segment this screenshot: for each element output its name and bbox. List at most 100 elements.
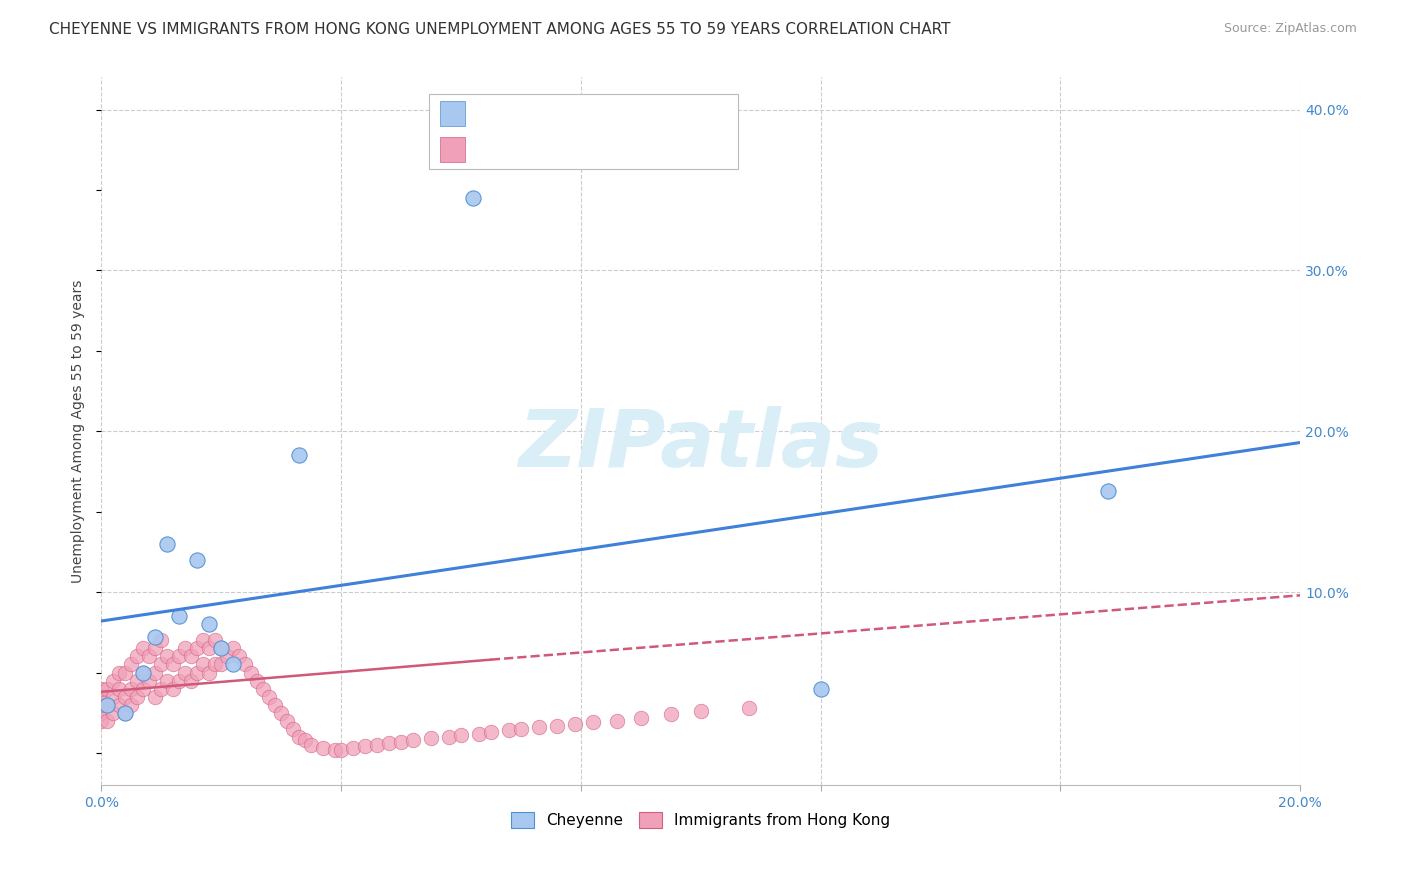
Point [103, 673, 125, 688]
Point [150, 633, 173, 648]
Point [630, 710, 652, 724]
Point [246, 673, 269, 688]
Point [156, 537, 179, 551]
Point [132, 665, 155, 680]
Point [461, 191, 484, 205]
Point [127, 673, 149, 688]
Point [132, 641, 155, 656]
Point [162, 681, 184, 696]
Point [143, 630, 166, 644]
Point [174, 641, 197, 656]
Point [217, 649, 239, 664]
Point [180, 649, 202, 664]
Text: Source: ZipAtlas.com: Source: ZipAtlas.com [1223, 22, 1357, 36]
Point [156, 649, 179, 664]
Point [582, 715, 605, 730]
Point [378, 736, 401, 750]
Point [90, 690, 112, 704]
Point [143, 690, 166, 704]
Point [810, 681, 832, 696]
Point [437, 730, 460, 744]
Point [90, 714, 112, 728]
Point [198, 641, 221, 656]
Text: 94: 94 [640, 141, 665, 159]
Point [186, 665, 208, 680]
Point [114, 706, 136, 720]
Point [389, 734, 412, 748]
Point [90, 681, 112, 696]
Text: ZIPatlas: ZIPatlas [519, 407, 883, 484]
Point [294, 733, 316, 747]
Point [191, 657, 214, 672]
Point [323, 742, 346, 756]
Point [468, 726, 491, 740]
Point [270, 706, 292, 720]
Point [198, 617, 221, 632]
Point [252, 681, 274, 696]
Point [132, 665, 155, 680]
Point [330, 742, 353, 756]
Point [209, 641, 232, 656]
Point [689, 704, 711, 718]
Text: 0.216: 0.216 [529, 102, 585, 120]
Point [204, 657, 226, 672]
Point [240, 665, 263, 680]
Point [527, 720, 550, 734]
Point [564, 717, 586, 731]
Point [186, 553, 208, 567]
Point [120, 657, 142, 672]
Point [103, 690, 125, 704]
Point [156, 673, 179, 688]
Point [402, 733, 425, 747]
Point [288, 449, 311, 463]
Text: N =: N = [591, 141, 630, 159]
Text: 0.115: 0.115 [529, 141, 585, 159]
Point [209, 641, 232, 656]
Point [419, 731, 441, 746]
Point [233, 657, 256, 672]
Point [167, 609, 190, 624]
Point [498, 723, 520, 738]
Point [114, 706, 136, 720]
Point [191, 633, 214, 648]
Point [264, 698, 287, 712]
Point [281, 722, 304, 736]
Point [659, 707, 682, 722]
Point [143, 665, 166, 680]
Point [299, 738, 322, 752]
Point [354, 739, 377, 754]
Legend: Cheyenne, Immigrants from Hong Kong: Cheyenne, Immigrants from Hong Kong [505, 805, 896, 834]
Point [90, 706, 112, 720]
Point [120, 681, 142, 696]
Point [222, 657, 245, 672]
Point [257, 690, 280, 704]
Point [127, 649, 149, 664]
Text: R =: R = [475, 102, 515, 120]
Point [108, 698, 131, 712]
Point [103, 706, 125, 720]
Point [167, 673, 190, 688]
Text: R =: R = [475, 141, 515, 159]
Text: 14: 14 [640, 102, 665, 120]
Point [114, 690, 136, 704]
Point [209, 657, 232, 672]
Point [450, 728, 472, 742]
Point [138, 673, 160, 688]
Point [342, 741, 364, 756]
Point [96, 714, 118, 728]
Point [479, 725, 502, 739]
Point [312, 741, 335, 756]
Point [162, 657, 184, 672]
Point [108, 681, 131, 696]
Point [114, 665, 136, 680]
Point [96, 698, 118, 712]
Point [174, 665, 197, 680]
Point [143, 641, 166, 656]
Point [132, 681, 155, 696]
Y-axis label: Unemployment Among Ages 55 to 59 years: Unemployment Among Ages 55 to 59 years [72, 279, 86, 583]
Point [186, 641, 208, 656]
Point [90, 698, 112, 712]
Point [606, 714, 628, 728]
Point [737, 701, 759, 715]
Point [127, 690, 149, 704]
